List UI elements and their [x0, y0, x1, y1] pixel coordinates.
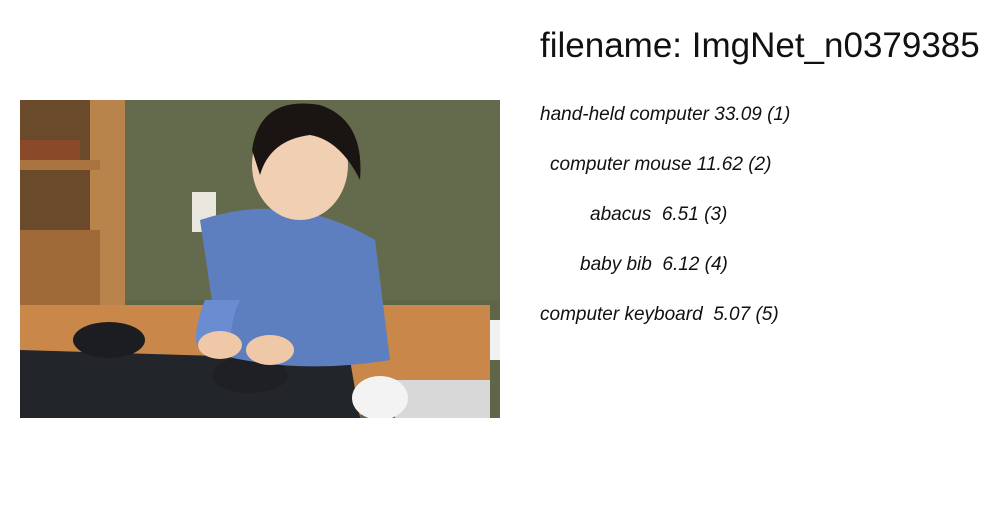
prediction: hand-held computer 33.09 (1): [540, 104, 791, 125]
prediction: baby bib 6.12 (4): [580, 254, 728, 275]
photo: [20, 100, 500, 418]
prediction: computer mouse 11.62 (2): [550, 154, 772, 175]
filename-title: filename: ImgNet_n0379385: [540, 26, 980, 65]
prediction: abacus 6.51 (3): [590, 204, 728, 225]
prediction: computer keyboard 5.07 (5): [540, 304, 779, 325]
